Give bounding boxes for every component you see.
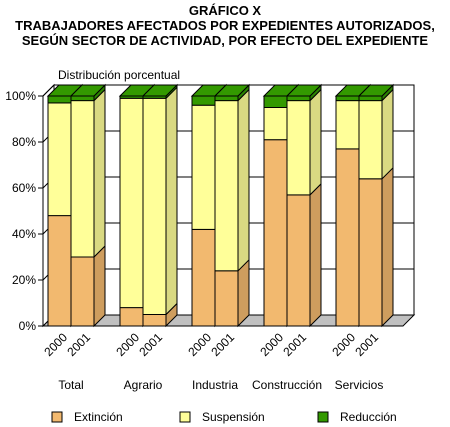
bar-segment: [357, 83, 395, 102]
bar-front: [335, 95, 360, 102]
x-group-label: Construcción: [252, 378, 322, 392]
bar-front: [214, 100, 239, 272]
bar-segment: [358, 88, 394, 181]
bar-front: [358, 95, 383, 102]
bar-front: [191, 104, 216, 230]
x-tick-label-year: 2000: [257, 330, 286, 359]
bar-front: [47, 215, 72, 327]
bar-front: [191, 228, 216, 327]
bar-segment: [286, 88, 322, 197]
x-group-label: Agrario: [124, 378, 163, 392]
y-tick-label: 80%: [12, 135, 36, 149]
y-tick-label: 60%: [12, 181, 36, 195]
bar-side: [93, 88, 106, 259]
x-tick-label-year: 2000: [113, 330, 142, 359]
bar-segment: [285, 83, 323, 102]
bar-front: [47, 95, 72, 104]
x-group-label: Industria: [192, 378, 238, 392]
bar-side: [237, 88, 250, 273]
bar-side: [309, 88, 322, 197]
x-group-label: Servicios: [335, 378, 384, 392]
chart-subtitle-line-1: TRABAJADORES AFECTADOS POR EXPEDIENTES A…: [15, 18, 435, 33]
bar-front: [335, 148, 360, 327]
bar-front: [70, 95, 95, 102]
bar-side: [381, 88, 394, 181]
bar-segment: [214, 258, 250, 328]
bar-front: [214, 270, 239, 327]
bar-segment: [70, 88, 106, 259]
bar-front: [70, 100, 95, 258]
bar-front: [142, 314, 167, 327]
y-tick-label: 0%: [19, 319, 37, 333]
legend-item: Extinción: [51, 410, 123, 424]
bar-front: [286, 95, 311, 102]
bar-segment: [286, 182, 322, 328]
bar-front: [358, 178, 383, 327]
legend-label: Reducción: [340, 410, 397, 424]
x-tick-label-year: 2001: [280, 330, 309, 359]
y-tick-label: 100%: [5, 89, 36, 103]
x-group-label: Total: [58, 378, 83, 392]
x-tick-label-year: 2000: [41, 330, 70, 359]
y-tick-label: 20%: [12, 273, 36, 287]
chart-title-block: GRÁFICO X TRABAJADORES AFECTADOS POR EXP…: [0, 3, 450, 48]
bar-front: [191, 95, 216, 106]
legend-swatch: [179, 411, 191, 423]
legend-swatch: [51, 411, 63, 423]
bar-front: [142, 97, 167, 315]
bar-top: [285, 84, 323, 97]
bar-front: [119, 307, 144, 327]
bar-front: [263, 139, 288, 327]
bar-front: [263, 107, 288, 141]
bar-segment: [142, 86, 178, 316]
x-tick-label-year: 2000: [185, 330, 214, 359]
bar-front: [47, 102, 72, 217]
bar-front: [358, 100, 383, 180]
bar-segment: [213, 83, 251, 102]
y-axis-label: Distribución porcentual: [58, 68, 180, 82]
x-tick-label-year: 2001: [352, 330, 381, 359]
bar-side: [165, 86, 178, 316]
bar-front: [70, 256, 95, 327]
y-tick-label: 40%: [12, 227, 36, 241]
bar-front: [286, 194, 311, 327]
bar-segment: [70, 244, 106, 328]
bar-segment: [69, 83, 107, 102]
x-tick-label-year: 2001: [208, 330, 237, 359]
legend-label: Extinción: [74, 410, 123, 424]
x-tick-label-year: 2001: [64, 330, 93, 359]
bar-segment: [358, 166, 394, 328]
bar-segment: [214, 88, 250, 273]
legend-item: Reducción: [317, 410, 397, 424]
bar-front: [263, 95, 288, 108]
bar-side: [381, 166, 394, 328]
bar-top: [213, 84, 251, 97]
bar-segment: [141, 83, 179, 100]
bar-side: [309, 182, 322, 328]
bar-top: [357, 84, 395, 97]
bar-front: [119, 97, 144, 309]
x-tick-label-year: 2001: [136, 330, 165, 359]
x-tick-label-year: 2000: [329, 330, 358, 359]
legend-label: Suspensión: [202, 410, 265, 424]
bar-side: [93, 244, 106, 328]
bar-front: [286, 100, 311, 196]
bar-top: [141, 84, 179, 97]
chart-subtitle-line-2: SEGÚN SECTOR DE ACTIVIDAD, POR EFECTO DE…: [21, 33, 429, 48]
bar-front: [214, 95, 239, 102]
legend-swatch: [317, 411, 329, 423]
bar-front: [335, 100, 360, 150]
legend-item: Suspensión: [179, 410, 265, 424]
bar-top: [69, 84, 107, 97]
chart-title: GRÁFICO X: [188, 3, 262, 18]
